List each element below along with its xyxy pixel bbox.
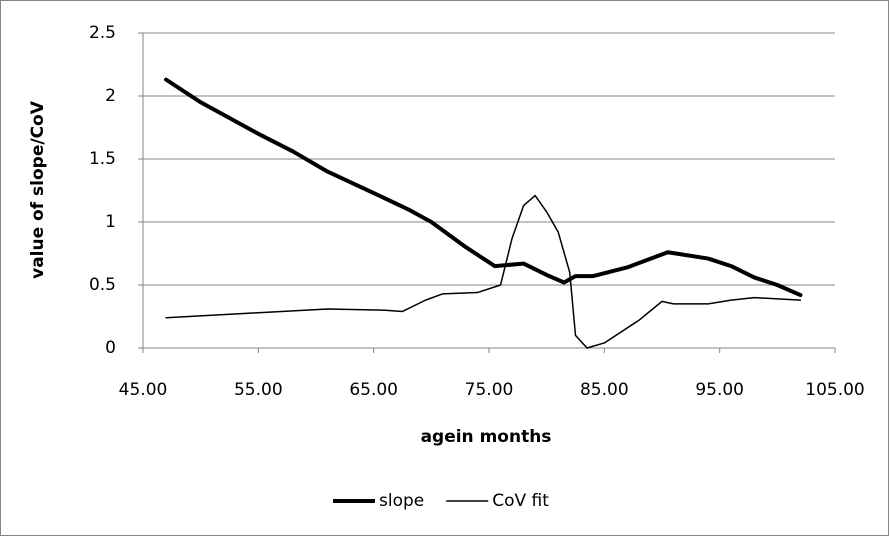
x-tick-label: 65.00	[349, 380, 398, 400]
y-tick-label: 1	[105, 212, 116, 232]
x-tick-label: 95.00	[695, 380, 744, 400]
y-tick-label: 2.5	[89, 23, 116, 43]
line-series	[164, 77, 803, 298]
legend-label: slope	[379, 491, 424, 511]
legend-label: CoV fit	[492, 491, 549, 511]
y-tick-label: 0.5	[89, 275, 116, 295]
x-tick-label: 105.00	[805, 380, 864, 400]
line-series	[165, 194, 802, 349]
x-axis-label: agein months	[421, 427, 552, 447]
y-tick-label: 2	[105, 86, 116, 106]
x-tick-label: 45.00	[119, 380, 168, 400]
x-tick-label: 85.00	[580, 380, 629, 400]
y-tick-label: 0	[105, 338, 116, 358]
y-tick-label: 1.5	[89, 149, 116, 169]
y-axis-label: value of slope/CoV	[28, 100, 48, 279]
x-tick-label: 55.00	[234, 380, 283, 400]
x-tick-label: 75.00	[465, 380, 514, 400]
